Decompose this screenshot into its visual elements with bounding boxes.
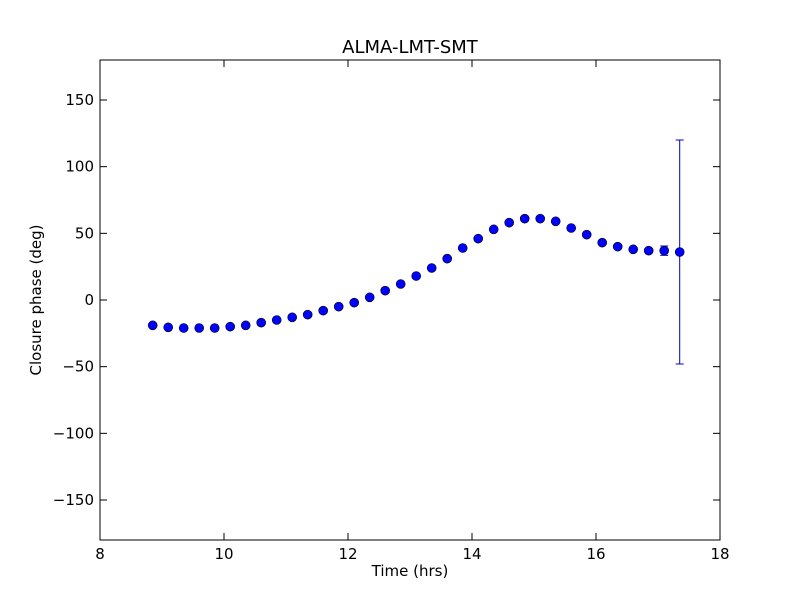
- data-point: [209, 323, 220, 333]
- data-point: [178, 323, 189, 333]
- y-tick-label: −150: [53, 491, 94, 509]
- data-point: [581, 229, 592, 240]
- data-point: [302, 309, 313, 320]
- data-point: [566, 223, 577, 233]
- x-axis-label: Time (hrs): [371, 562, 449, 580]
- plot-area: 8 10 12 14 16 18 −150 −100 −50 0 50 100 150: [53, 59, 730, 563]
- x-tick-label: 18: [710, 545, 729, 563]
- data-point: [457, 243, 468, 253]
- data-point: [256, 317, 267, 328]
- chart-title: ALMA-LMT-SMT: [342, 37, 479, 58]
- data-point: [628, 244, 639, 255]
- y-tick-label: 100: [65, 158, 94, 176]
- data-point: [488, 224, 499, 235]
- y-axis-label: Closure phase (deg): [27, 225, 45, 376]
- data-point: [442, 253, 453, 264]
- x-tick-label: 8: [95, 545, 105, 563]
- data-point: [349, 297, 360, 308]
- data-point: [550, 216, 561, 227]
- x-tick-label: 14: [462, 545, 481, 563]
- data-point: [426, 263, 437, 273]
- y-tick-label: −50: [62, 358, 94, 376]
- y-tick-label: −100: [53, 424, 94, 442]
- data-point: [519, 213, 530, 224]
- data-point: [287, 312, 298, 323]
- x-tick-label: 12: [338, 545, 357, 563]
- data-point: [674, 247, 685, 257]
- x-tick-label: 10: [214, 545, 233, 563]
- data-point: [473, 233, 484, 244]
- y-tick-label: 150: [65, 91, 94, 109]
- data-point: [659, 245, 670, 256]
- data-point: [333, 301, 344, 312]
- data-point: [643, 245, 654, 256]
- data-point: [395, 279, 406, 289]
- y-tick-label: 50: [75, 224, 94, 242]
- data-point: [271, 315, 282, 325]
- data-point: [504, 217, 515, 228]
- data-point: [163, 322, 173, 333]
- data-point: [194, 323, 204, 333]
- data-point: [147, 320, 158, 331]
- data-point: [318, 305, 329, 316]
- data-point: [240, 320, 251, 331]
- data-point: [597, 237, 608, 248]
- y-tick-label: 0: [84, 291, 94, 309]
- data-point: [535, 213, 546, 224]
- data-point: [612, 241, 623, 252]
- data-point: [411, 271, 422, 281]
- data-point: [225, 321, 235, 332]
- data-point: [364, 292, 375, 303]
- x-tick-label: 16: [586, 545, 605, 563]
- data-point: [380, 285, 391, 296]
